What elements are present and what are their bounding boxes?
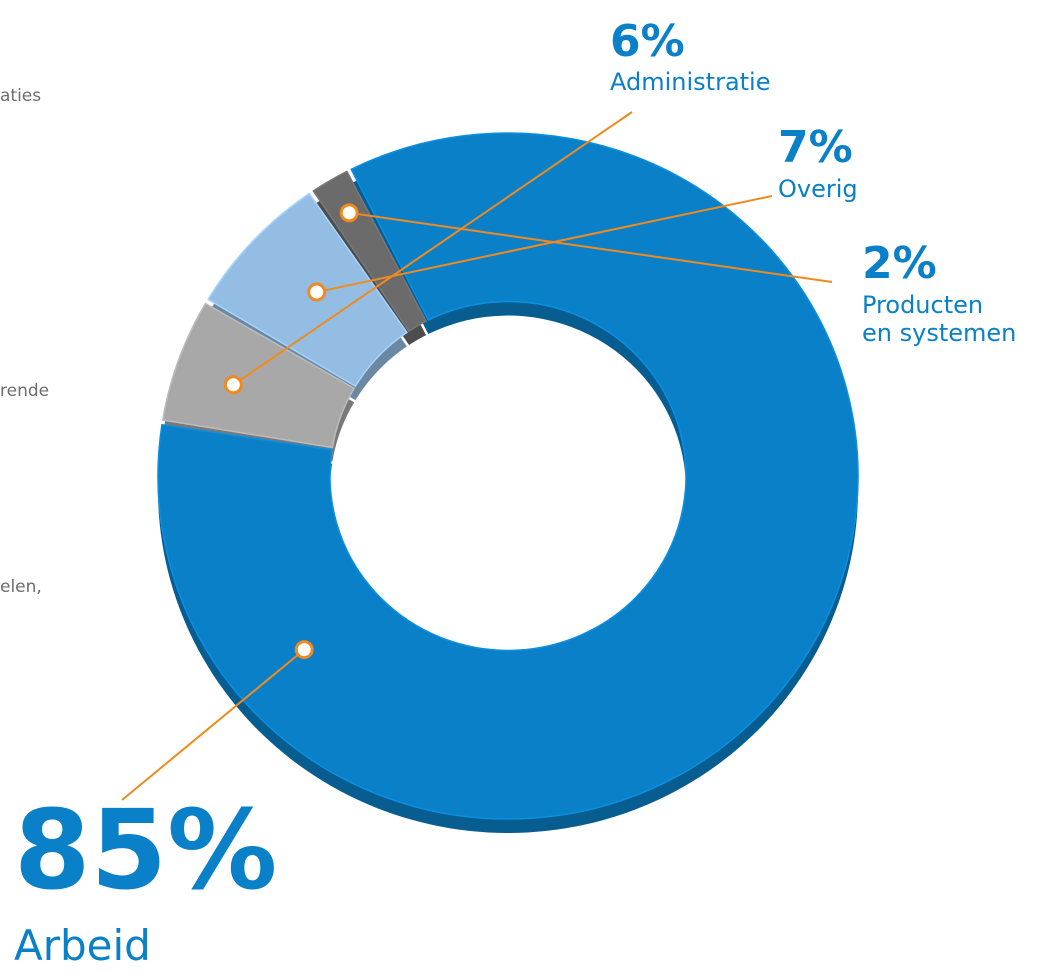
pct-label-administratie: 6% <box>610 16 685 67</box>
pct-label-arbeid: 85% <box>14 786 277 914</box>
leader-dot-administratie <box>223 375 243 395</box>
pct-label-overig: 7% <box>778 122 853 173</box>
leader-dot-overig <box>307 282 327 302</box>
category-label-producten-2: en systemen <box>862 319 1016 347</box>
leader-line-administratie <box>232 111 633 386</box>
side-text-3: elen, <box>0 577 42 597</box>
category-label-producten: Producten <box>862 291 983 319</box>
leader-dot-arbeid <box>294 640 314 660</box>
leader-dot-producten <box>339 203 359 223</box>
slice-arbeid <box>157 132 859 820</box>
category-label-arbeid: Arbeid <box>14 921 151 970</box>
pct-label-producten: 2% <box>862 238 937 289</box>
side-text-2: rende <box>0 381 50 401</box>
category-label-overig: Overig <box>778 175 858 203</box>
leader-line-producten <box>349 211 833 283</box>
slice-overig <box>206 192 408 388</box>
category-label-administratie: Administratie <box>610 68 771 96</box>
slice-administratie <box>161 302 356 449</box>
leader-line-overig <box>316 195 773 294</box>
side-text-1: aties <box>0 86 42 106</box>
leader-line-arbeid <box>121 648 305 801</box>
